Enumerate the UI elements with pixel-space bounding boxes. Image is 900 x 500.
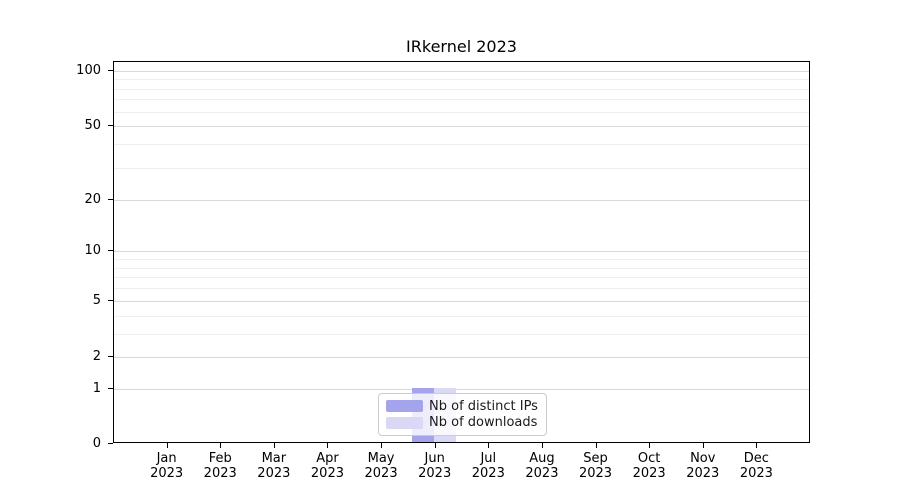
x-tick-label: Nov 2023	[673, 451, 733, 481]
x-tick-month: Sep	[583, 451, 608, 466]
minor-gridline	[114, 99, 809, 101]
x-tick-mark	[434, 443, 436, 448]
minor-gridline	[114, 288, 809, 290]
y-tick-mark	[108, 356, 113, 357]
y-tick-label: 20	[84, 191, 101, 207]
y-tick-label: 50	[84, 117, 101, 133]
x-tick-year: 2023	[578, 466, 613, 481]
legend-swatch	[386, 416, 423, 429]
x-tick-mark	[595, 443, 597, 448]
x-tick-mark	[220, 443, 222, 448]
major-gridline	[114, 357, 809, 358]
x-tick-year: 2023	[364, 466, 398, 481]
x-tick-month: Jul	[480, 451, 497, 466]
legend-row: Nb of distinct IPs	[386, 398, 539, 414]
minor-gridline	[114, 144, 809, 146]
x-tick-label: Apr 2023	[297, 451, 357, 481]
y-tick-label: 1	[92, 380, 101, 396]
minor-gridline	[114, 258, 809, 260]
x-tick-year: 2023	[257, 466, 291, 481]
legend-label: Nb of distinct IPs	[429, 398, 538, 414]
x-tick-year: 2023	[418, 466, 452, 481]
x-tick-label: May 2023	[351, 451, 411, 481]
x-tick-month: Jan	[156, 451, 177, 466]
legend: Nb of distinct IPs Nb of downloads	[378, 393, 547, 436]
y-tick-mark	[108, 199, 113, 200]
x-tick-mark	[702, 443, 704, 448]
y-tick-mark	[108, 300, 113, 301]
y-tick-mark	[108, 125, 113, 126]
x-tick-month: Oct	[637, 451, 661, 466]
x-tick-month: May	[367, 451, 395, 466]
y-tick-mark	[108, 250, 113, 251]
legend-swatch	[386, 400, 423, 413]
minor-gridline	[114, 167, 809, 169]
legend-row: Nb of downloads	[386, 415, 539, 431]
x-tick-month: Apr	[316, 451, 339, 466]
x-tick-year: 2023	[203, 466, 237, 481]
x-tick-mark	[381, 443, 383, 448]
x-tick-year: 2023	[525, 466, 559, 481]
major-gridline	[114, 71, 809, 72]
y-tick-label: 100	[76, 62, 101, 78]
x-tick-label: Feb 2023	[190, 451, 250, 481]
x-tick-mark	[756, 443, 758, 448]
major-gridline	[114, 389, 809, 390]
chart-title: IRkernel 2023	[406, 37, 517, 56]
legend-label: Nb of downloads	[429, 415, 538, 431]
minor-gridline	[114, 79, 809, 81]
minor-gridline	[114, 267, 809, 269]
x-tick-year: 2023	[471, 466, 505, 481]
x-tick-label: Jul 2023	[458, 451, 518, 481]
x-tick-month: Aug	[529, 451, 555, 466]
x-tick-label: Oct 2023	[619, 451, 679, 481]
major-gridline	[114, 200, 809, 201]
x-tick-year: 2023	[150, 466, 184, 481]
x-tick-month: Mar	[261, 451, 287, 466]
plot-area	[113, 61, 810, 443]
x-tick-year: 2023	[686, 466, 720, 481]
x-tick-label: Aug 2023	[512, 451, 572, 481]
x-tick-label: Jan 2023	[137, 451, 197, 481]
x-tick-label: Dec 2023	[726, 451, 786, 481]
minor-gridline	[114, 333, 809, 335]
x-tick-month: Jun	[424, 451, 445, 466]
x-tick-label: Jun 2023	[405, 451, 465, 481]
x-tick-year: 2023	[739, 466, 773, 481]
x-tick-mark	[273, 443, 275, 448]
x-tick-label: Mar 2023	[244, 451, 304, 481]
y-tick-mark	[108, 388, 113, 389]
major-gridline	[114, 126, 809, 127]
x-tick-mark	[541, 443, 543, 448]
y-tick-mark	[108, 70, 113, 71]
x-tick-mark	[488, 443, 490, 448]
y-tick-label: 0	[92, 435, 101, 451]
x-tick-mark	[327, 443, 329, 448]
x-tick-year: 2023	[632, 466, 666, 481]
x-tick-year: 2023	[310, 466, 344, 481]
major-gridline	[114, 251, 809, 252]
x-tick-label: Sep 2023	[566, 451, 626, 481]
minor-gridline	[114, 88, 809, 90]
minor-gridline	[114, 111, 809, 113]
y-tick-label: 2	[92, 348, 101, 364]
x-tick-month: Nov	[690, 451, 716, 466]
minor-gridline	[114, 315, 809, 317]
x-tick-mark	[166, 443, 168, 448]
y-tick-label: 10	[84, 242, 101, 258]
x-tick-month: Dec	[743, 451, 769, 466]
major-gridline	[114, 301, 809, 302]
x-tick-month: Feb	[208, 451, 232, 466]
y-tick-label: 5	[92, 292, 101, 308]
minor-gridline	[114, 277, 809, 279]
y-tick-mark	[108, 443, 113, 444]
x-tick-mark	[649, 443, 651, 448]
